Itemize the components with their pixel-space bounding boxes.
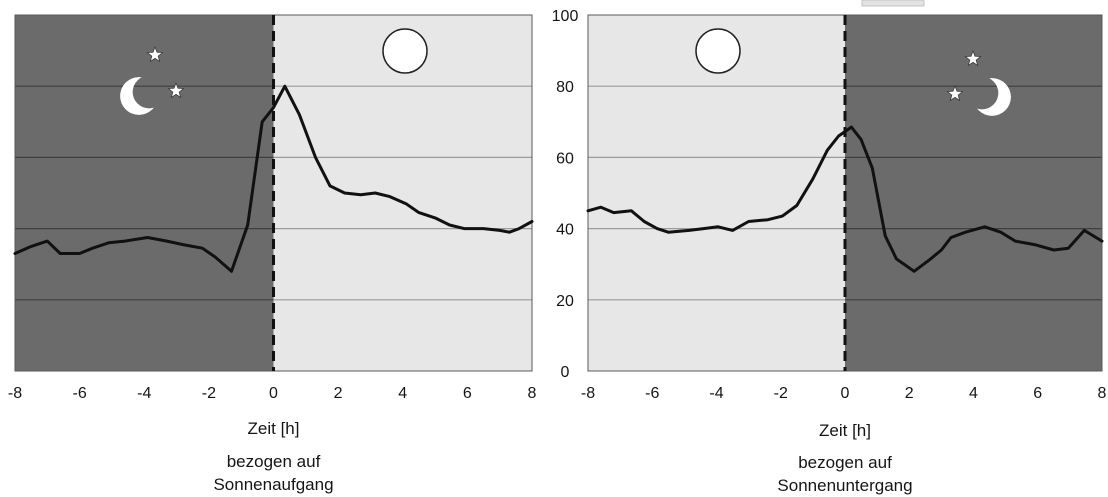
y-tick-label: 100: [552, 8, 579, 25]
x-tick-label: 2: [905, 385, 914, 402]
moon-icon: [973, 78, 1011, 116]
x-axis-title: Zeit [h]: [248, 419, 300, 438]
x-tick-label: -8: [8, 385, 22, 402]
moon-icon: [120, 77, 158, 115]
series-line: [586, 125, 1104, 273]
x-tick-label: 6: [463, 385, 472, 402]
sun-icon: [695, 28, 741, 74]
chart-panel-sunrise: -8 -6 -4 -2 0 2 4 6 8 Zeit [h] bezogen auf Sonnenau…: [8, 14, 537, 494]
star-icon: [946, 84, 964, 102]
x-tick-label: 2: [334, 385, 343, 402]
day-region: [588, 15, 845, 371]
x-tick-label: -4: [709, 385, 723, 402]
x-tick-label: 0: [841, 385, 850, 402]
y-tick-label: 80: [556, 79, 574, 96]
top-edge-tab: [861, 0, 925, 7]
x-tick-label: -6: [73, 385, 87, 402]
star-icon: [964, 49, 982, 67]
y-tick-label: 20: [556, 293, 574, 310]
x-axis-title: Zeit [h]: [819, 421, 871, 440]
star-icon: [146, 45, 164, 63]
x-tick-label: -4: [137, 385, 151, 402]
night-region: [845, 15, 1102, 371]
panel-caption-line: Sonnenaufgang: [213, 475, 333, 494]
panel-caption-line: bezogen auf: [227, 452, 321, 471]
x-tick-label: -2: [774, 385, 788, 402]
day-region: [273, 15, 532, 371]
x-tick-label: -8: [581, 385, 595, 402]
x-tick-label: 6: [1033, 385, 1042, 402]
chart-panel-sunset: -8 -6 -4 -2 0 2 4 6 8 Zeit [h] bezogen auf Sonnenun…: [581, 14, 1107, 495]
x-tick-label: 4: [969, 385, 978, 402]
panel-caption-line: Sonnenuntergang: [777, 476, 912, 495]
sun-icon: [382, 28, 428, 74]
star-icon: [167, 81, 185, 99]
y-tick-label: 60: [556, 150, 574, 167]
x-tick-label: 8: [1098, 385, 1107, 402]
panel-caption-line: bezogen auf: [798, 453, 892, 472]
x-tick-label: 4: [398, 385, 407, 402]
shared-y-axis: 0 20 40 60 80 100: [552, 8, 579, 381]
y-tick-label: 40: [556, 222, 574, 239]
y-tick-label: 0: [561, 364, 570, 381]
x-tick-label: 0: [269, 385, 278, 402]
x-tick-label: 8: [528, 385, 537, 402]
night-region: [15, 15, 274, 371]
x-tick-label: -2: [202, 385, 216, 402]
x-tick-label: -6: [645, 385, 659, 402]
series-line: [13, 84, 534, 273]
